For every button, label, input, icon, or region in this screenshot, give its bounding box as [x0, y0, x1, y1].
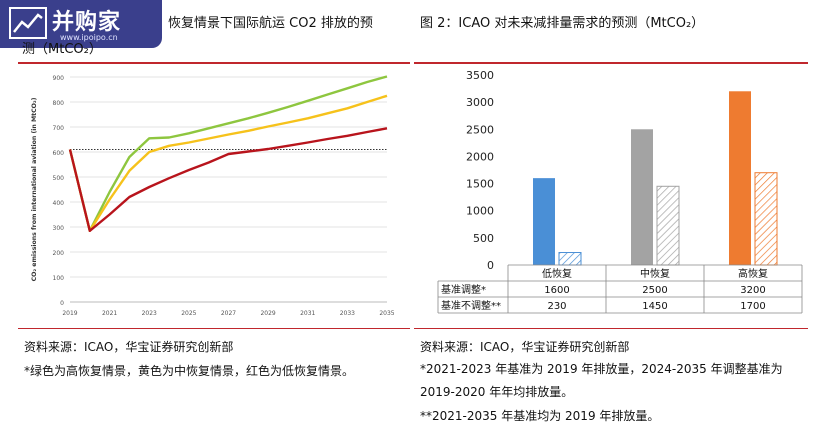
x-tick-label: 2031: [300, 310, 315, 317]
table-cell: 1450: [642, 301, 667, 312]
bar-adjusted: [533, 178, 555, 265]
y-tick-label: 300: [53, 225, 65, 232]
left-bottom-rule: [18, 328, 410, 329]
right-note-line3: **2021-2035 年基准均为 2019 年排放量。: [420, 409, 660, 423]
series-line-red: [68, 127, 388, 233]
y-tick-label: 3500: [466, 69, 494, 82]
left-top-rule: [18, 62, 410, 64]
x-tick-label: 2023: [142, 310, 157, 317]
y-tick-label: 1500: [466, 178, 494, 191]
y-tick-label: 900: [53, 75, 65, 82]
right-source-text: 资料来源：ICAO，华宝证券研究创新部: [420, 340, 630, 354]
series-line-yellow: [68, 94, 388, 233]
y-tick-label: 500: [53, 175, 65, 182]
y-tick-label: 2500: [466, 123, 494, 136]
x-tick-label: 2035: [379, 310, 394, 317]
x-tick-label: 2029: [260, 310, 275, 317]
x-tick-label: 2027: [221, 310, 236, 317]
y-tick-label: 1000: [466, 205, 494, 218]
table-row-label: 基准不调整**: [441, 299, 501, 312]
logo-text: 并购家: [52, 10, 122, 35]
x-tick-label: 2025: [181, 310, 196, 317]
table-cell: 230: [547, 301, 566, 312]
y-tick-label: 2000: [466, 150, 494, 163]
right-chart-title: 图 2：ICAO 对未来减排量需求的预测（MtCO₂）: [420, 16, 705, 31]
logo-subtext: www.ipoipo.cn: [60, 33, 118, 42]
bar-unadjusted: [558, 252, 582, 266]
right-bottom-rule: [414, 328, 808, 329]
right-top-rule: [414, 62, 808, 64]
x-tick-label: 2019: [62, 310, 77, 317]
y-tick-label: 500: [473, 232, 494, 245]
bar-unadjusted: [754, 172, 778, 266]
y-tick-label: 3000: [466, 96, 494, 109]
y-tick-label: 700: [53, 125, 65, 132]
table-row-label: 基准调整*: [441, 283, 486, 296]
right-note-line2: 2019-2020 年年均排放量。: [420, 385, 574, 399]
y-axis-label: CO₂ emissions from international aviatio…: [31, 97, 38, 281]
bar-adjusted: [729, 91, 751, 266]
left-source-text: 资料来源：ICAO，华宝证券研究创新部: [24, 340, 234, 354]
series-line-green: [68, 75, 388, 233]
x-tick-label: 2021: [102, 310, 117, 317]
table-header-cell: 中恢复: [640, 267, 670, 280]
bar-adjusted: [631, 129, 653, 265]
table-header-cell: 低恢复: [542, 267, 572, 280]
left-chart-title-line1: 恢复情景下国际航运 CO2 排放的预: [168, 16, 373, 31]
right-note-line1: *2021-2023 年基准为 2019 年排放量，2024-2035 年调整基…: [420, 362, 783, 376]
brand-logo: 并购家 www.ipoipo.cn: [0, 0, 162, 48]
left-chart-title-line2: 测（MtCO₂）: [22, 42, 102, 57]
y-tick-label: 600: [53, 150, 65, 157]
table-header-cell: 高恢复: [738, 267, 768, 280]
table-cell: 3200: [740, 285, 765, 296]
y-tick-label: 0: [60, 300, 64, 307]
y-tick-label: 400: [53, 200, 65, 207]
table-cell: 1700: [740, 301, 765, 312]
y-tick-label: 200: [53, 250, 65, 257]
left-note-text: *绿色为高恢复情景，黄色为中恢复情景，红色为低恢复情景。: [24, 364, 355, 378]
x-tick-label: 2033: [340, 310, 355, 317]
y-tick-label: 100: [53, 275, 65, 282]
table-cell: 2500: [642, 285, 667, 296]
emissions-line-chart: 0 100 200 300 400 500 600 700 800 900 2019 2021 2023…: [31, 75, 395, 317]
y-tick-label: 800: [53, 100, 65, 107]
reduction-bar-chart: 0 500 1000 1500 2000 2500 3000 3500 低恢复 中恢复 高恢复基准调…: [437, 69, 803, 314]
table-cell: 1600: [544, 285, 569, 296]
y-tick-label: 0: [487, 259, 494, 272]
chart-logo-icon: [9, 7, 47, 39]
bar-unadjusted: [656, 185, 680, 266]
